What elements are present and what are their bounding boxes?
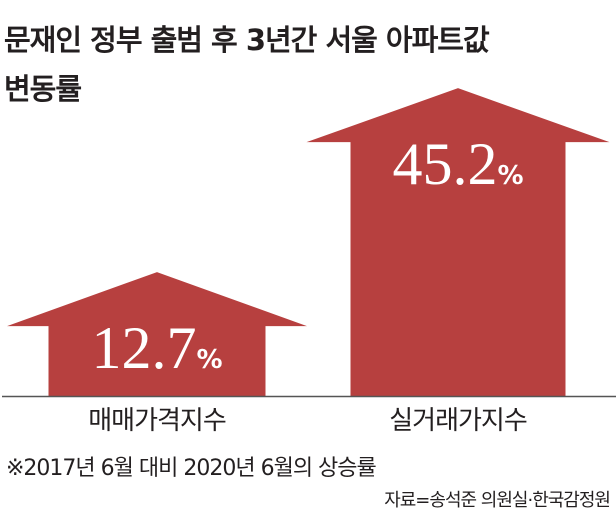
bar-arrow-1 — [306, 88, 610, 396]
bar-arrow-0 — [7, 272, 307, 396]
data-label-0: 12.7% — [91, 315, 222, 381]
category-label-0: 매매가격지수 — [88, 406, 227, 436]
category-label-1: 실거래가지수 — [389, 406, 528, 436]
source: 자료=송석준 의원실·한국감정원 — [384, 490, 611, 511]
chart-title: 문재인 정부 출범 후 3년간 서울 아파트값 변동률 — [4, 16, 614, 114]
footnote: ※2017년 6월 대비 2020년 6월의 상승률 — [6, 456, 377, 481]
data-label-1: 45.2% — [392, 131, 523, 197]
title-line-1: 문재인 정부 출범 후 3년간 서울 아파트값 — [4, 23, 490, 57]
title-line-2: 변동률 — [4, 72, 82, 106]
